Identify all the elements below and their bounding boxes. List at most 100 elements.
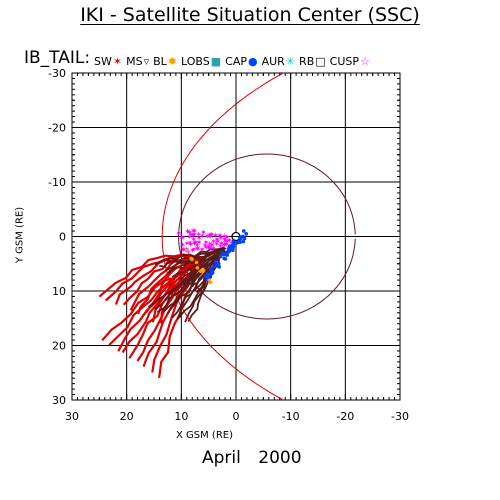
- cusp-marker: ✶: [194, 241, 201, 250]
- legend-label: LOBS: [181, 55, 210, 68]
- cap-marker: [231, 239, 235, 244]
- cusp-marker: ✶: [209, 240, 216, 249]
- cap-marker: [210, 268, 214, 273]
- legend-label: AUR: [261, 55, 285, 68]
- cusp-marker: ✶: [206, 239, 213, 248]
- legend-item-ms: MS▿: [126, 55, 149, 68]
- cusp-marker: ✶: [190, 235, 197, 244]
- dot-icon: ●: [247, 55, 258, 68]
- cap-marker: [213, 264, 218, 268]
- cap-marker: [220, 251, 225, 255]
- cusp-marker: ✶: [190, 231, 197, 240]
- ms-trace: [177, 246, 226, 320]
- legend-label: CUSP: [329, 55, 360, 68]
- y-tick-label: 30: [52, 394, 66, 407]
- x-tick-label: 30: [65, 410, 79, 423]
- legend-item-rb: RB□: [299, 55, 326, 68]
- x-tick-label: -10: [282, 410, 300, 423]
- cusp-marker: ✶: [221, 235, 228, 244]
- date-label: April 2000: [202, 448, 302, 468]
- cap-marker: [217, 261, 221, 266]
- cap-marker: [218, 254, 223, 259]
- bl-marker: [201, 268, 206, 273]
- cusp-marker: ✶: [217, 233, 224, 242]
- legend-label: SW: [94, 55, 112, 68]
- x-tick-label: -20: [336, 410, 354, 423]
- square-icon: ■: [210, 55, 222, 68]
- cap-marker: [223, 257, 228, 261]
- cusp-marker: ✶: [179, 240, 186, 249]
- cusp-marker: ✶: [218, 239, 225, 248]
- cusp-marker: ✶: [214, 235, 221, 244]
- cusp-marker: ✶: [186, 228, 193, 237]
- cusp-marker: ✶: [184, 227, 191, 236]
- cusp-marker: ✶: [203, 238, 210, 247]
- bl-marker: [190, 257, 194, 262]
- asterisk-icon: ✳: [285, 55, 296, 68]
- bl-marker: [195, 266, 200, 270]
- cap-marker: [208, 273, 212, 277]
- triangle-down-icon: ▿: [143, 55, 150, 68]
- star-outline-icon: ☆: [360, 55, 370, 68]
- x-tick-label: 10: [174, 410, 188, 423]
- legend-item-sw: SW✶: [94, 55, 122, 68]
- cusp-marker: ✶: [195, 244, 202, 253]
- cap-marker: [244, 232, 249, 236]
- cusp-marker: ✶: [206, 232, 213, 241]
- cusp-marker: ✶: [221, 240, 228, 249]
- star-burst-icon: ✹: [167, 55, 177, 68]
- square-outline-icon: □: [315, 55, 326, 68]
- cusp-marker: ✶: [194, 244, 201, 253]
- cusp-marker: ✶: [191, 245, 198, 254]
- cusp-marker: ✶: [210, 237, 217, 246]
- cusp-marker: ✶: [229, 239, 236, 248]
- cusp-marker: ✶: [209, 240, 216, 249]
- y-tick-label: 0: [59, 231, 66, 244]
- cap-marker: [214, 260, 218, 264]
- cap-marker: [227, 246, 232, 250]
- legend-label: BL: [153, 55, 167, 68]
- ms-trace: [178, 247, 228, 319]
- cusp-marker: ✶: [191, 227, 198, 236]
- y-tick-label: -30: [48, 67, 66, 80]
- legend-item-aur: AUR✳: [262, 55, 295, 68]
- magnetopause-curve: [178, 153, 356, 320]
- cusp-marker: ✶: [221, 232, 228, 241]
- cusp-marker: ✶: [184, 239, 191, 248]
- cusp-marker: ✶: [179, 245, 186, 254]
- legend-label: CAP: [225, 55, 247, 68]
- y-tick-label: 20: [52, 340, 66, 353]
- plot-content: ✶✶✶✶✶✶✶✶✶✶✶ ✶✶✶✶✶ ✶✶✶✶✶✶✶✶✶✶✶✶ ✶✶ ✶✶✶ ✶✶✶✶✶ ✶✶…: [98, 73, 356, 400]
- cusp-marker: ✶: [191, 239, 198, 248]
- cusp-marker: ✶: [187, 240, 194, 249]
- cap-marker: [238, 240, 242, 244]
- cusp-marker: ✶: [195, 230, 202, 239]
- cusp-marker: ✶: [226, 236, 233, 245]
- bl-marker: [194, 260, 199, 265]
- y-tick-label: -20: [48, 122, 66, 135]
- y-tick-label: 10: [52, 285, 66, 298]
- legend-label: RB: [299, 55, 315, 68]
- cusp-marker: ✶: [214, 237, 221, 246]
- legend-item-bl: BL✹: [153, 55, 177, 68]
- cusp-marker: ✶: [224, 233, 231, 242]
- legend-item-cusp: CUSP☆: [330, 55, 370, 68]
- cap-marker: [224, 252, 228, 257]
- cap-marker: [241, 229, 246, 233]
- cusp-marker: ✶: [217, 241, 224, 250]
- x-tick-label: 20: [120, 410, 134, 423]
- cusp-marker: ✶: [180, 233, 187, 242]
- cusp-marker: ✶: [217, 231, 224, 240]
- cusp-marker: ✶: [223, 240, 230, 249]
- x-tick-label: 0: [233, 410, 240, 423]
- cusp-marker: ✶: [207, 232, 214, 241]
- legend-label: MS: [126, 55, 143, 68]
- cusp-marker: ✶: [203, 243, 210, 252]
- y-tick-label: -10: [48, 176, 66, 189]
- cusp-marker: ✶: [185, 247, 192, 256]
- cap-marker: [235, 240, 240, 245]
- page-title: IKI - Satellite Situation Center (SSC): [80, 4, 420, 26]
- legend-item-cap: CAP●: [225, 55, 257, 68]
- legend: SW✶ MS▿ BL✹ LOBS■ CAP● AUR✳ RB□ CUSP☆: [94, 55, 374, 68]
